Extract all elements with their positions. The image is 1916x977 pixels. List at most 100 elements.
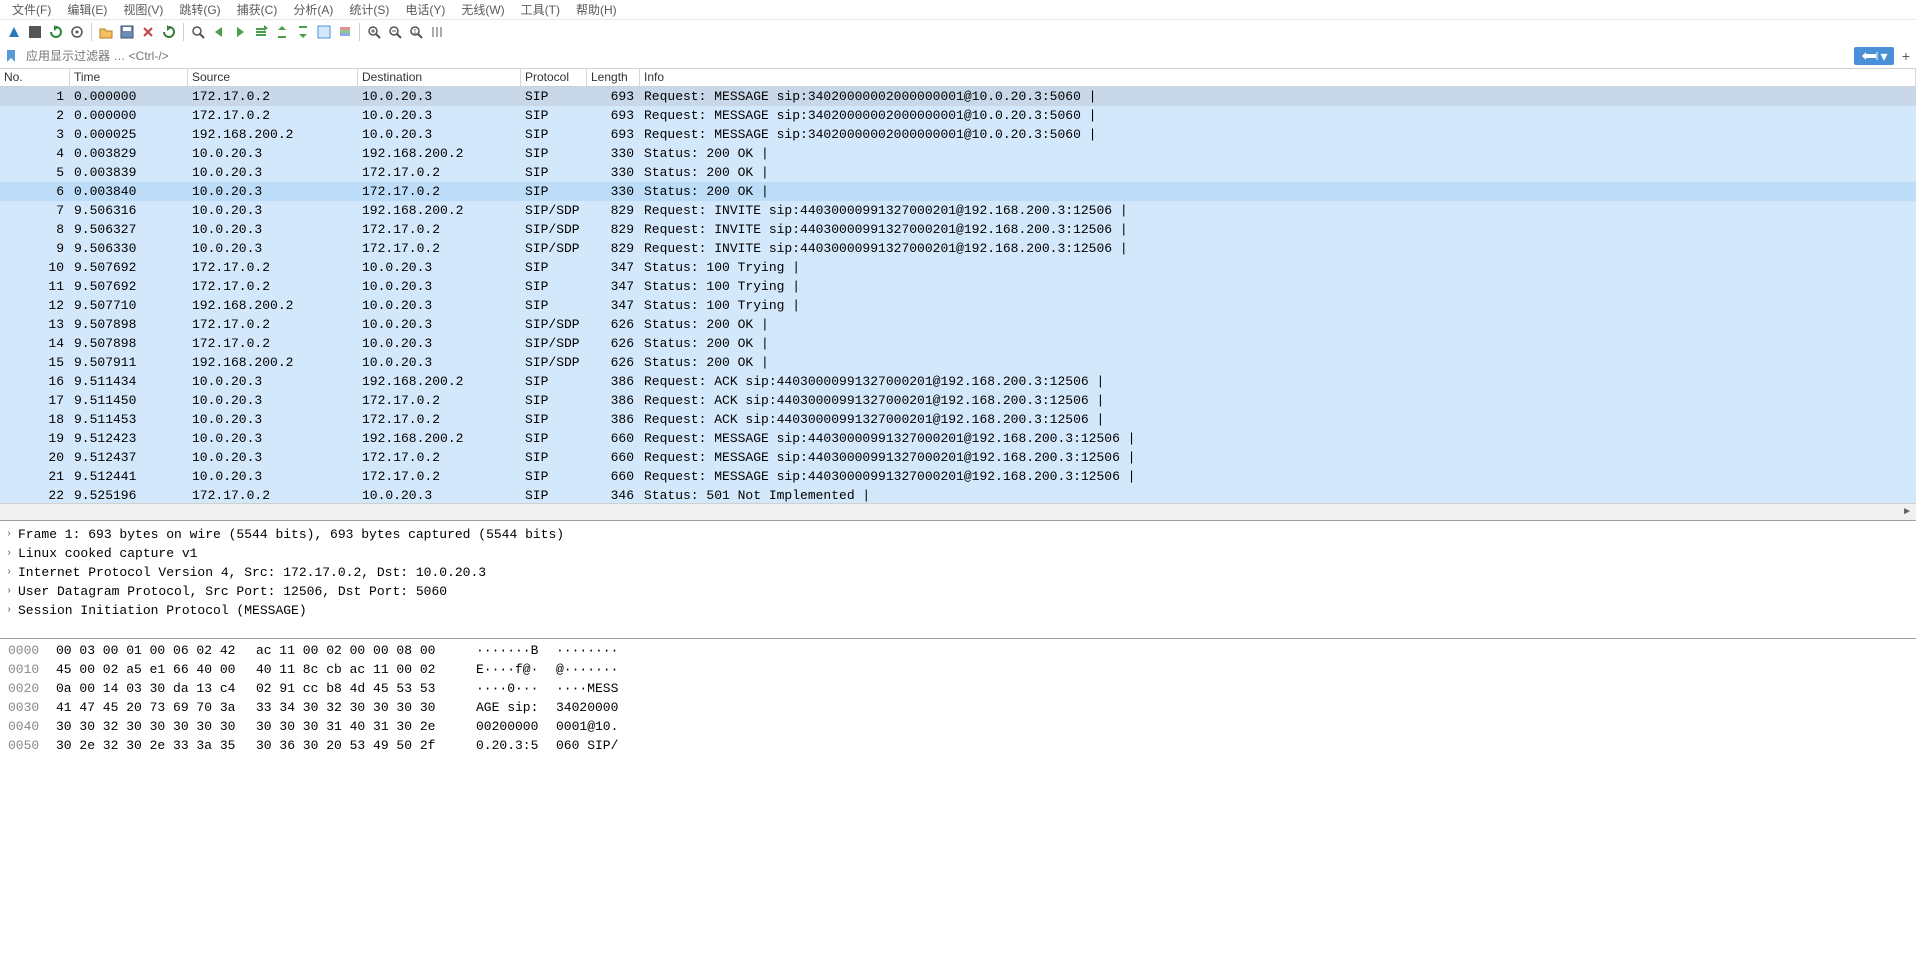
filter-add-button[interactable]: + xyxy=(1898,48,1914,64)
menu-tools[interactable]: 工具(T) xyxy=(513,0,568,19)
menu-telephony[interactable]: 电话(Y) xyxy=(397,0,453,19)
packet-row[interactable]: 40.00382910.0.20.3192.168.200.2SIP330Sta… xyxy=(0,144,1916,163)
packet-row[interactable]: 119.507692172.17.0.210.0.20.3SIP347Statu… xyxy=(0,277,1916,296)
menu-file[interactable]: 文件(F) xyxy=(4,0,59,19)
capture-options-icon[interactable] xyxy=(67,22,87,42)
packet-row[interactable]: 219.51244110.0.20.3172.17.0.2SIP660Reque… xyxy=(0,467,1916,486)
col-header-source[interactable]: Source xyxy=(188,69,358,86)
expand-arrow-icon[interactable]: › xyxy=(6,586,18,597)
packet-row[interactable]: 50.00383910.0.20.3172.17.0.2SIP330Status… xyxy=(0,163,1916,182)
expand-arrow-icon[interactable]: › xyxy=(6,548,18,559)
packet-row[interactable]: 109.507692172.17.0.210.0.20.3SIP347Statu… xyxy=(0,258,1916,277)
packet-row[interactable]: 89.50632710.0.20.3172.17.0.2SIP/SDP829Re… xyxy=(0,220,1916,239)
reload-icon[interactable] xyxy=(159,22,179,42)
scroll-right-icon[interactable]: ► xyxy=(1902,506,1912,517)
packet-details-pane[interactable]: ›Frame 1: 693 bytes on wire (5544 bits),… xyxy=(0,520,1916,638)
menu-wireless[interactable]: 无线(W) xyxy=(453,0,512,19)
bytes-row[interactable]: 00200a 00 14 03 30 da 13 c402 91 cc b8 4… xyxy=(0,681,1916,700)
go-to-packet-icon[interactable] xyxy=(251,22,271,42)
packet-list-body[interactable]: 10.000000172.17.0.210.0.20.3SIP693Reques… xyxy=(0,87,1916,503)
filter-apply-button[interactable]: ▾ xyxy=(1854,47,1894,65)
bytes-hex: 00 03 00 01 00 06 02 42 xyxy=(56,643,256,662)
packet-row[interactable]: 30.000025192.168.200.210.0.20.3SIP693Req… xyxy=(0,125,1916,144)
cell-length: 660 xyxy=(587,431,640,446)
resize-columns-icon[interactable] xyxy=(427,22,447,42)
protocol-tree-item[interactable]: ›User Datagram Protocol, Src Port: 12506… xyxy=(0,582,1916,601)
cell-time: 0.003840 xyxy=(70,184,188,199)
colorize-icon[interactable] xyxy=(335,22,355,42)
bytes-row[interactable]: 003041 47 45 20 73 69 70 3a33 34 30 32 3… xyxy=(0,700,1916,719)
bytes-row[interactable]: 005030 2e 32 30 2e 33 3a 3530 36 30 20 5… xyxy=(0,738,1916,757)
packet-row[interactable]: 10.000000172.17.0.210.0.20.3SIP693Reques… xyxy=(0,87,1916,106)
auto-scroll-icon[interactable] xyxy=(314,22,334,42)
protocol-tree-item[interactable]: ›Internet Protocol Version 4, Src: 172.1… xyxy=(0,563,1916,582)
stop-capture-icon[interactable] xyxy=(25,22,45,42)
cell-source: 192.168.200.2 xyxy=(188,127,358,142)
packet-row[interactable]: 199.51242310.0.20.3192.168.200.2SIP660Re… xyxy=(0,429,1916,448)
protocol-tree-item[interactable]: ›Frame 1: 693 bytes on wire (5544 bits),… xyxy=(0,525,1916,544)
go-last-icon[interactable] xyxy=(293,22,313,42)
packet-row[interactable]: 60.00384010.0.20.3172.17.0.2SIP330Status… xyxy=(0,182,1916,201)
cell-no: 19 xyxy=(0,431,70,446)
bytes-hex: 0a 00 14 03 30 da 13 c4 xyxy=(56,681,256,700)
col-header-length[interactable]: Length xyxy=(587,69,640,86)
col-header-no[interactable]: No. xyxy=(0,69,70,86)
scroll-left-icon[interactable]: ◄ xyxy=(4,506,14,517)
start-capture-icon[interactable] xyxy=(4,22,24,42)
bytes-row[interactable]: 000000 03 00 01 00 06 02 42ac 11 00 02 0… xyxy=(0,643,1916,662)
protocol-tree-item[interactable]: ›Linux cooked capture v1 xyxy=(0,544,1916,563)
menu-help[interactable]: 帮助(H) xyxy=(568,0,625,19)
packet-row[interactable]: 179.51145010.0.20.3172.17.0.2SIP386Reque… xyxy=(0,391,1916,410)
zoom-in-icon[interactable] xyxy=(364,22,384,42)
expand-arrow-icon[interactable]: › xyxy=(6,605,18,616)
cell-destination: 10.0.20.3 xyxy=(358,127,521,142)
packet-list-hscrollbar[interactable]: ◄ ► xyxy=(0,503,1916,520)
packet-row[interactable]: 129.507710192.168.200.210.0.20.3SIP347St… xyxy=(0,296,1916,315)
menu-view[interactable]: 视图(V) xyxy=(115,0,171,19)
save-file-icon[interactable] xyxy=(117,22,137,42)
go-forward-icon[interactable] xyxy=(230,22,250,42)
expand-arrow-icon[interactable]: › xyxy=(6,529,18,540)
cell-destination: 192.168.200.2 xyxy=(358,374,521,389)
packet-bytes-pane[interactable]: 000000 03 00 01 00 06 02 42ac 11 00 02 0… xyxy=(0,638,1916,977)
go-first-icon[interactable] xyxy=(272,22,292,42)
packet-row[interactable]: 209.51243710.0.20.3172.17.0.2SIP660Reque… xyxy=(0,448,1916,467)
cell-destination: 192.168.200.2 xyxy=(358,203,521,218)
display-filter-input[interactable] xyxy=(22,47,1852,65)
menu-go[interactable]: 跳转(G) xyxy=(171,0,228,19)
packet-row[interactable]: 20.000000172.17.0.210.0.20.3SIP693Reques… xyxy=(0,106,1916,125)
menu-analyze[interactable]: 分析(A) xyxy=(285,0,341,19)
packet-row[interactable]: 99.50633010.0.20.3172.17.0.2SIP/SDP829Re… xyxy=(0,239,1916,258)
go-back-icon[interactable] xyxy=(209,22,229,42)
packet-row[interactable]: 149.507898172.17.0.210.0.20.3SIP/SDP626S… xyxy=(0,334,1916,353)
zoom-reset-icon[interactable]: 1 xyxy=(406,22,426,42)
find-packet-icon[interactable] xyxy=(188,22,208,42)
cell-no: 20 xyxy=(0,450,70,465)
col-header-destination[interactable]: Destination xyxy=(358,69,521,86)
menu-edit[interactable]: 编辑(E) xyxy=(59,0,115,19)
col-header-protocol[interactable]: Protocol xyxy=(521,69,587,86)
menu-statistics[interactable]: 统计(S) xyxy=(341,0,397,19)
bytes-ascii: 34020000 xyxy=(556,700,618,719)
open-file-icon[interactable] xyxy=(96,22,116,42)
packet-row[interactable]: 229.525196172.17.0.210.0.20.3SIP346Statu… xyxy=(0,486,1916,503)
close-file-icon[interactable] xyxy=(138,22,158,42)
cell-info: Status: 200 OK | xyxy=(640,317,1916,332)
restart-capture-icon[interactable] xyxy=(46,22,66,42)
packet-row[interactable]: 189.51145310.0.20.3172.17.0.2SIP386Reque… xyxy=(0,410,1916,429)
col-header-time[interactable]: Time xyxy=(70,69,188,86)
packet-row[interactable]: 169.51143410.0.20.3192.168.200.2SIP386Re… xyxy=(0,372,1916,391)
protocol-tree-item[interactable]: ›Session Initiation Protocol (MESSAGE) xyxy=(0,601,1916,620)
bookmark-filter-icon[interactable] xyxy=(2,47,20,65)
col-header-info[interactable]: Info xyxy=(640,69,1916,86)
packet-row[interactable]: 159.507911192.168.200.210.0.20.3SIP/SDP6… xyxy=(0,353,1916,372)
cell-source: 10.0.20.3 xyxy=(188,203,358,218)
packet-row[interactable]: 139.507898172.17.0.210.0.20.3SIP/SDP626S… xyxy=(0,315,1916,334)
bytes-row[interactable]: 001045 00 02 a5 e1 66 40 0040 11 8c cb a… xyxy=(0,662,1916,681)
packet-row[interactable]: 79.50631610.0.20.3192.168.200.2SIP/SDP82… xyxy=(0,201,1916,220)
menu-capture[interactable]: 捕获(C) xyxy=(229,0,286,19)
cell-time: 9.507692 xyxy=(70,279,188,294)
zoom-out-icon[interactable] xyxy=(385,22,405,42)
expand-arrow-icon[interactable]: › xyxy=(6,567,18,578)
bytes-row[interactable]: 004030 30 32 30 30 30 30 3030 30 30 31 4… xyxy=(0,719,1916,738)
